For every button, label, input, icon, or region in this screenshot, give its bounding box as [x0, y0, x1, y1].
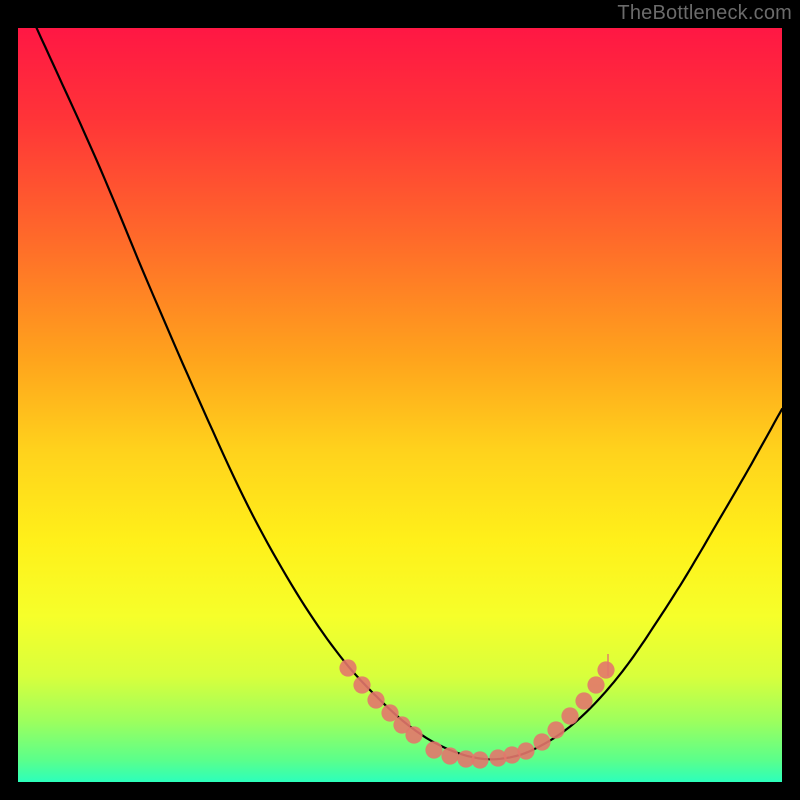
bead-marker	[425, 741, 442, 758]
bead-marker	[405, 726, 422, 743]
bead-marker	[441, 747, 458, 764]
bead-marker	[339, 659, 356, 676]
bead-marker	[597, 661, 614, 678]
bead-marker	[367, 691, 384, 708]
watermark-text: TheBottleneck.com	[617, 2, 792, 25]
bead-marker	[575, 692, 592, 709]
bead-marker	[517, 742, 534, 759]
bead-marker	[533, 733, 550, 750]
chart-frame: TheBottleneck.com	[0, 0, 800, 800]
gradient-background	[18, 28, 782, 782]
bead-marker	[547, 721, 564, 738]
bottleneck-chart	[18, 28, 782, 782]
bead-marker	[587, 676, 604, 693]
plot-area	[18, 28, 782, 782]
bead-marker	[561, 707, 578, 724]
bead-marker	[471, 751, 488, 768]
bead-marker	[353, 676, 370, 693]
